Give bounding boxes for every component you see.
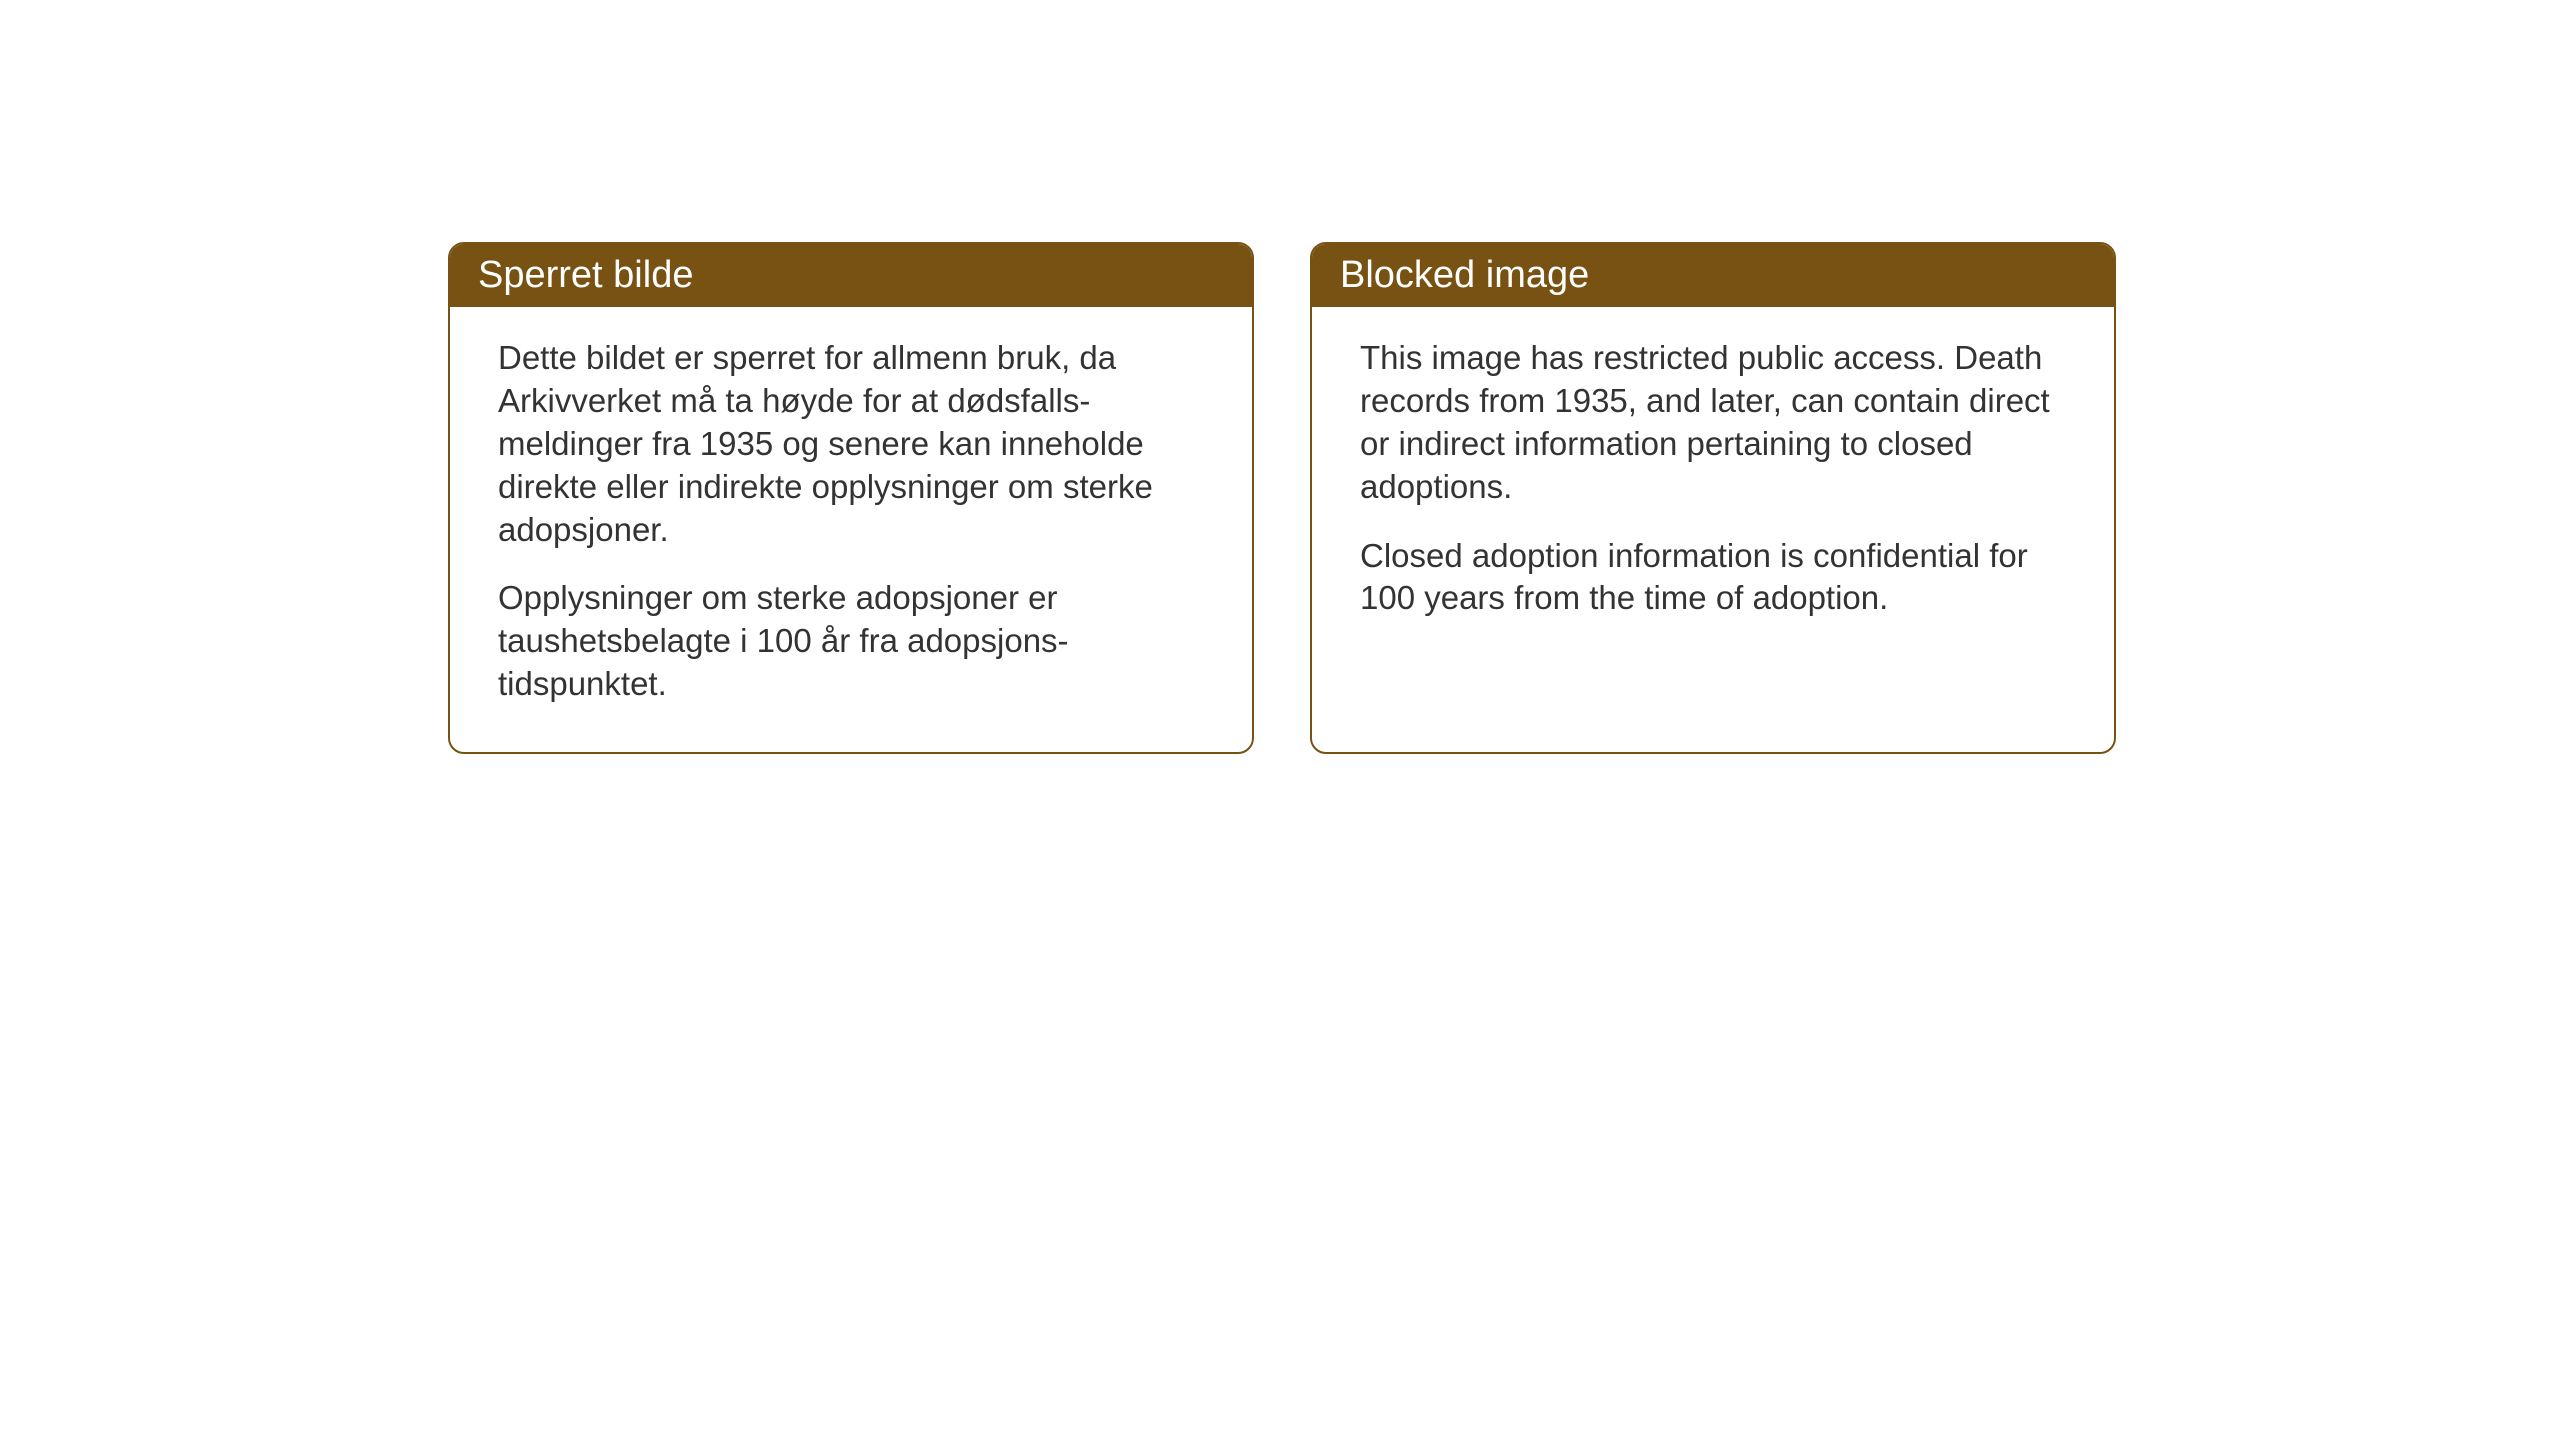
card-paragraph: Dette bildet er sperret for allmenn bruk… — [498, 337, 1204, 551]
card-header-norwegian: Sperret bilde — [450, 244, 1252, 307]
notice-card-english: Blocked image This image has restricted … — [1310, 242, 2116, 754]
card-paragraph: This image has restricted public access.… — [1360, 337, 2066, 509]
card-body-norwegian: Dette bildet er sperret for allmenn bruk… — [450, 307, 1252, 752]
card-body-english: This image has restricted public access.… — [1312, 307, 2114, 666]
card-header-english: Blocked image — [1312, 244, 2114, 307]
card-paragraph: Opplysninger om sterke adopsjoner er tau… — [498, 577, 1204, 706]
card-title: Blocked image — [1340, 254, 1589, 296]
notice-cards-container: Sperret bilde Dette bildet er sperret fo… — [448, 242, 2116, 754]
notice-card-norwegian: Sperret bilde Dette bildet er sperret fo… — [448, 242, 1254, 754]
card-paragraph: Closed adoption information is confident… — [1360, 535, 2066, 621]
card-title: Sperret bilde — [478, 254, 693, 296]
